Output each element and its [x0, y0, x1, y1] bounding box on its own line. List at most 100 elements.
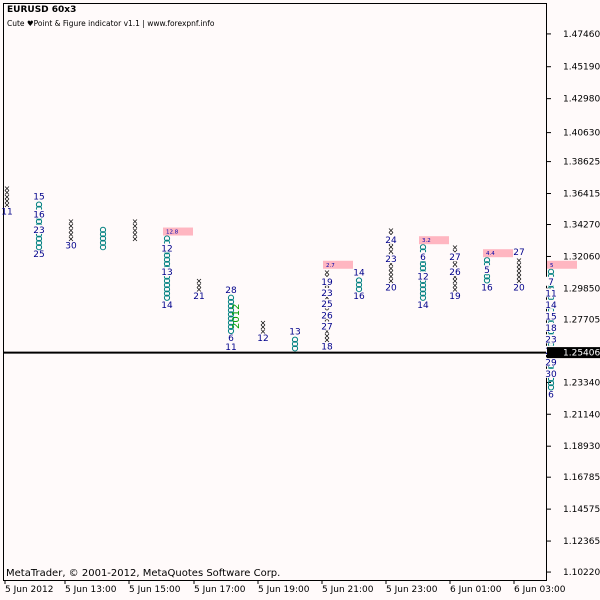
time-number: 13: [161, 268, 172, 278]
time-tick-label-3: 5 Jun 17:00: [194, 585, 246, 595]
price-tick-label-11: 1.23340: [563, 378, 600, 388]
time-number: 30: [65, 242, 77, 252]
o-mark: [163, 277, 171, 284]
time-number: 27: [321, 323, 332, 333]
time-number: 14: [545, 301, 557, 311]
price-tick-label-6: 1.34270: [563, 221, 600, 231]
label-bg: [161, 267, 173, 277]
time-number: 18: [545, 324, 557, 334]
x-mark: ×: [452, 281, 459, 290]
x-mark: ×: [68, 235, 75, 244]
x-mark: ×: [452, 243, 459, 252]
x-mark: ×: [388, 276, 395, 285]
price-tick-label-7: 1.32060: [563, 252, 600, 262]
price-tick-label-4: 1.38625: [563, 158, 600, 168]
label-bg: [449, 252, 461, 262]
pnf-column-7: 28 611 2012: [225, 286, 242, 353]
time-number: 14: [417, 301, 429, 311]
pnf-column-8: ×××12: [257, 318, 268, 344]
o-mark: [163, 256, 171, 263]
x-mark: ×: [388, 268, 395, 277]
o-mark: [99, 244, 107, 251]
time-number: 23: [321, 289, 332, 299]
label-bg: [417, 271, 429, 281]
target-box-label: 12.8: [166, 230, 179, 236]
o-mark: [227, 298, 235, 306]
x-mark: ×: [260, 327, 267, 336]
target-box-label: 5: [550, 263, 554, 269]
o-mark: [355, 277, 363, 284]
time-tick-label-8: 6 Jun 03:00: [514, 585, 566, 595]
x-mark: ×: [516, 264, 523, 273]
x-mark: ×: [324, 268, 331, 277]
o-mark: [419, 282, 427, 289]
o-mark: [227, 302, 235, 310]
time-number: 12: [417, 272, 428, 282]
label-bg: [321, 287, 333, 297]
o-mark: [35, 239, 43, 247]
o-mark: [483, 277, 491, 284]
o-mark: [227, 307, 235, 314]
label-bg: [321, 310, 333, 320]
time-number: 23: [385, 255, 396, 265]
o-mark: [291, 336, 299, 343]
o-mark: [35, 244, 43, 251]
x-mark: ×: [324, 293, 331, 302]
time-number: 16: [481, 283, 493, 293]
o-mark: [163, 281, 171, 289]
x-mark: ×: [132, 230, 139, 239]
pnf-column-6: ×××21: [193, 276, 204, 302]
x-mark: ×: [4, 201, 11, 210]
time-number: 26: [321, 311, 333, 321]
x-mark: ×: [4, 184, 11, 193]
label-bg: [545, 299, 557, 309]
x-mark: ×: [196, 276, 203, 285]
pnf-column-15: 5 16 4.4: [481, 249, 513, 293]
x-mark: ×: [388, 247, 395, 256]
time-number: 11: [545, 289, 556, 299]
current-price-label: 1.25406: [563, 349, 600, 359]
o-mark: [355, 281, 363, 288]
x-mark: ×: [196, 281, 203, 290]
x-mark: ×: [68, 217, 75, 226]
o-mark: [227, 323, 235, 330]
label-bg: [321, 321, 333, 331]
o-mark: [419, 286, 427, 293]
x-mark: ×: [452, 260, 459, 269]
time-number: 11: [225, 343, 236, 353]
time-tick-label-1: 5 Jun 13:00: [65, 585, 117, 595]
time-number: 20: [513, 283, 525, 293]
o-mark: [99, 226, 107, 233]
green-year-label: 2012: [231, 304, 242, 329]
time-number: 25: [33, 250, 44, 260]
copyright-text: MetaTrader, © 2001-2012, MetaQuotes Soft…: [6, 568, 281, 579]
o-mark: [419, 260, 427, 268]
time-number: 16: [33, 211, 45, 221]
price-tick-label-3: 1.40630: [563, 129, 600, 139]
chart-title: EURUSD 60x3: [7, 5, 77, 15]
label-bg: [321, 299, 333, 309]
time-number: 24: [385, 236, 397, 246]
x-mark: ×: [324, 336, 331, 345]
x-mark: ×: [68, 226, 75, 235]
x-mark: ×: [452, 247, 459, 256]
time-number: 11: [1, 208, 12, 218]
o-mark: [99, 235, 107, 242]
time-axis: 5 Jun 2012 5 Jun 13:00 5 Jun 15:00 5 Jun 17…: [4, 580, 566, 595]
o-mark: [483, 257, 491, 264]
target-box: [547, 260, 577, 269]
o-mark: [419, 244, 427, 251]
time-number: 12: [161, 245, 172, 255]
label-bg: [33, 209, 45, 219]
o-mark: [163, 286, 171, 293]
label-bg: [385, 234, 397, 244]
price-tick-label-16: 1.12365: [563, 537, 600, 547]
time-number: 27: [513, 248, 524, 258]
time-number: 12: [257, 334, 268, 344]
time-number: 28: [225, 286, 237, 296]
price-tick-label-1: 1.45190: [563, 63, 600, 73]
x-mark: ×: [4, 196, 11, 205]
target-box: [163, 227, 193, 236]
